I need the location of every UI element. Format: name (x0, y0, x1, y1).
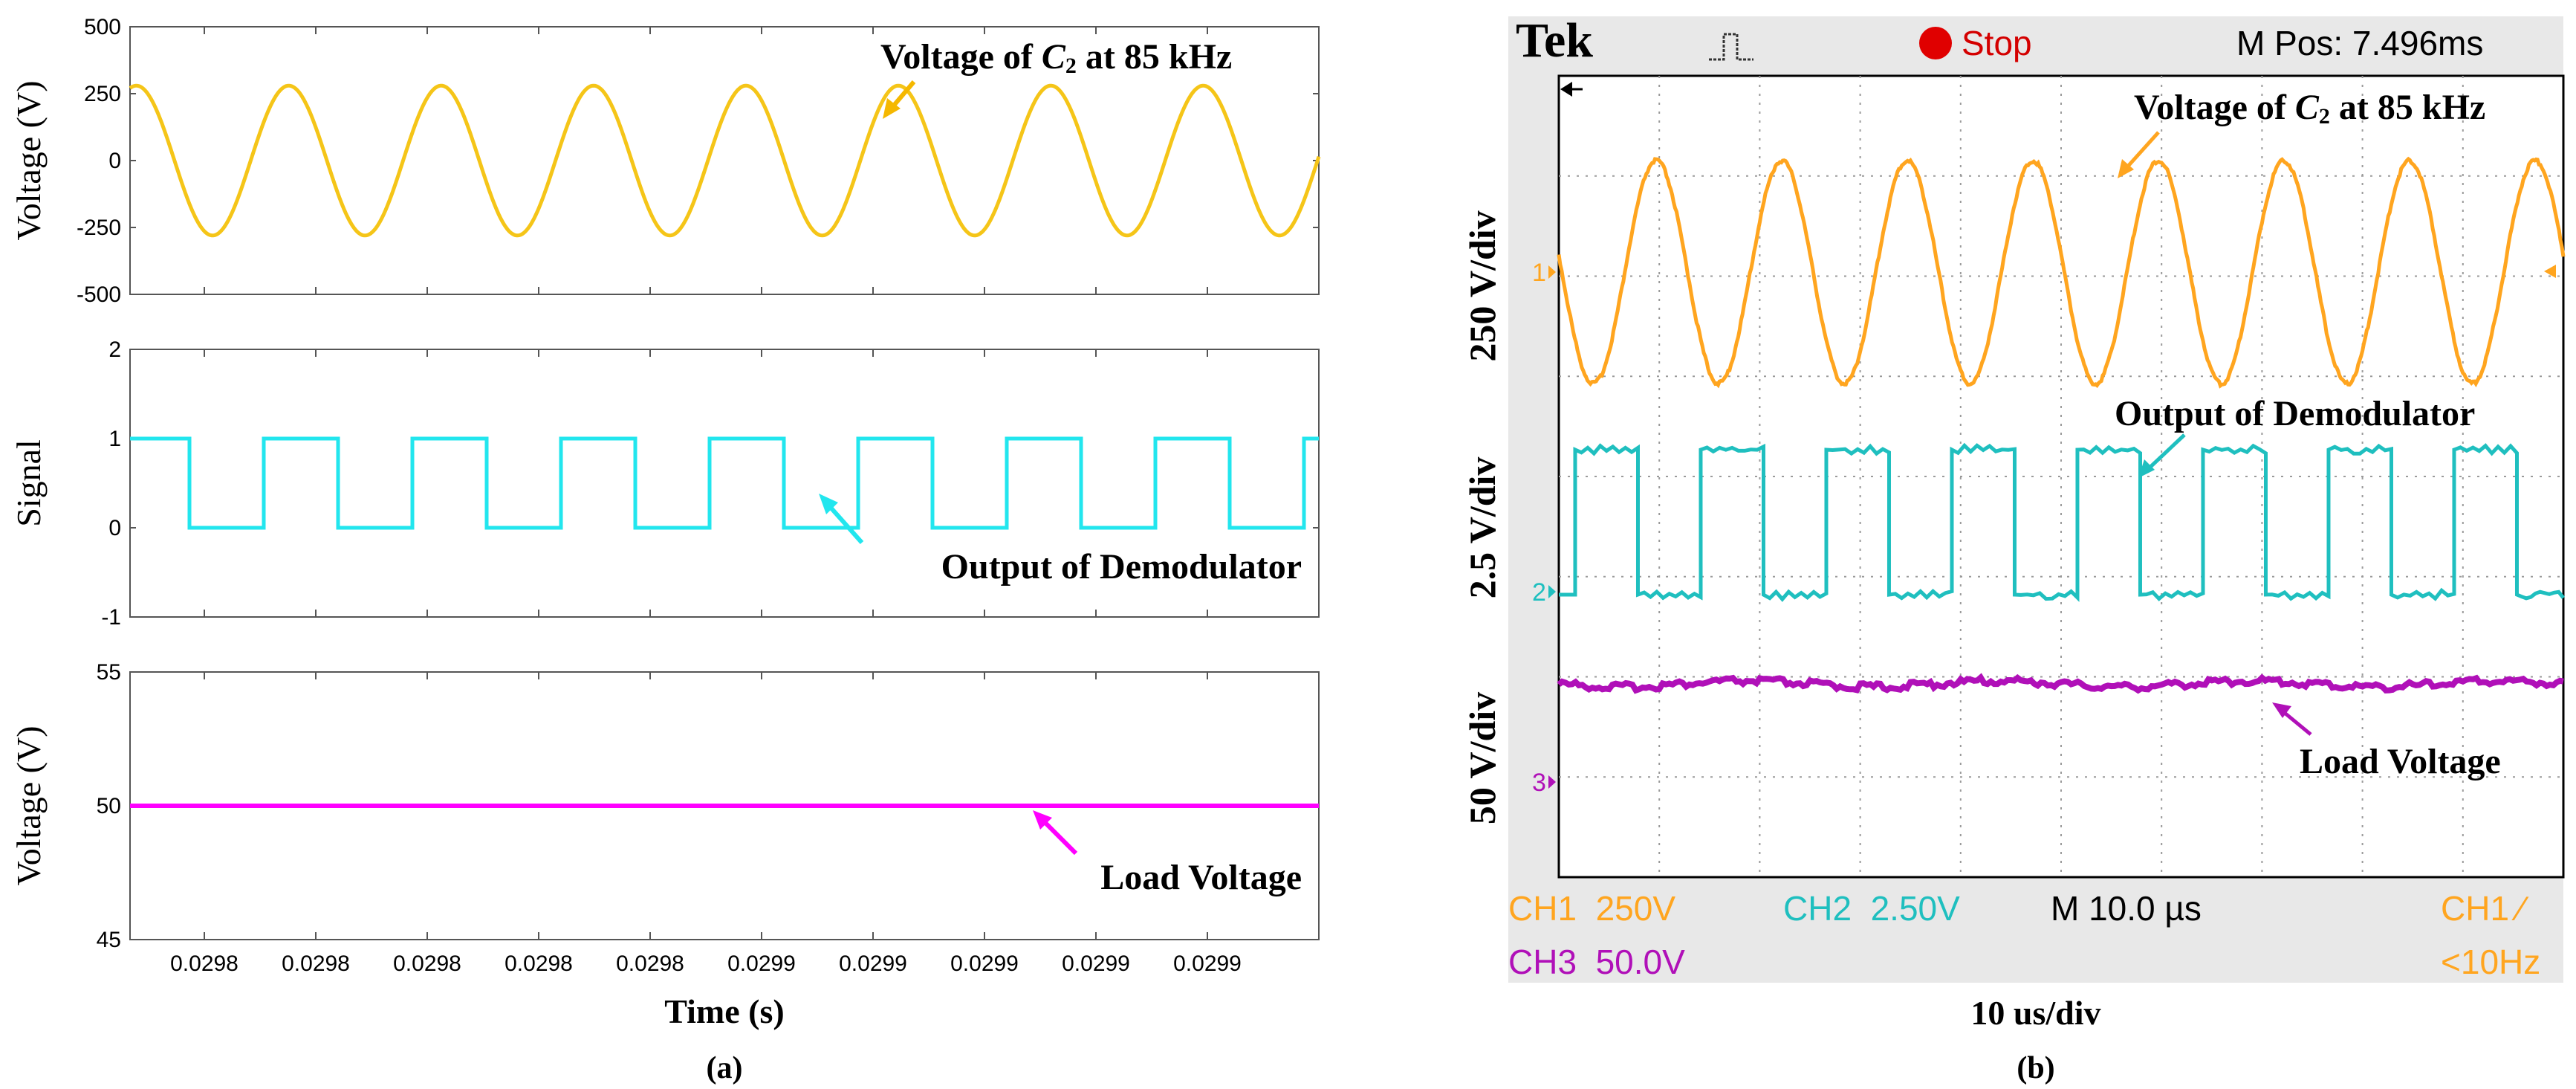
panel-b-caption: (b) (2017, 1051, 2054, 1085)
panel-a-caption: (a) (707, 1051, 743, 1085)
y-ticks: 2 1 0 -1 (101, 337, 1319, 630)
annotation-arrow (883, 80, 916, 119)
subplot-voltage-c2: 500 250 0 -250 -500 Voltage (V) Voltage of C… (10, 15, 1321, 307)
frequency-readout: <10Hz (2441, 943, 2540, 981)
scope-brand: Tek (1516, 13, 1593, 68)
panel-b-oscilloscope: Tek Stop M Pos: 7.496ms 250 V/div 2.5 V/… (1461, 13, 2566, 1085)
x-ticks (204, 27, 1208, 294)
x-tick-label: 0.0299 (727, 951, 796, 976)
annotation-arrow (819, 494, 864, 544)
y-tick-label: 0 (108, 516, 121, 540)
scope-trace-ch1 (1557, 156, 2566, 389)
ch3-readout: CH3 50.0V (1508, 943, 1685, 981)
x-axis-label: 10 us/div (1970, 994, 2100, 1032)
x-tick-label: 0.0299 (839, 951, 907, 976)
y-tick-label: 50 (97, 794, 121, 818)
subplot-signal: 2 1 0 -1 Signal Output of Demodulator (10, 337, 1320, 630)
y-tick-label: 500 (84, 15, 121, 39)
trigger-level-marker (2544, 265, 2556, 278)
graticule-frame (1557, 74, 2565, 879)
y-tick-label: 2 (108, 337, 121, 362)
x-tick-label: 0.0298 (616, 951, 684, 976)
y-tick-label: 55 (97, 660, 121, 685)
scope-trace-ch3 (1557, 673, 2564, 694)
x-tick-label: 0.0298 (505, 951, 573, 976)
x-tick-label: 0.0299 (950, 951, 1019, 976)
y-axis-label: Voltage (V) (10, 726, 48, 885)
x-tick-label: 0.0299 (1173, 951, 1242, 976)
scope-trace-ch2 (1559, 442, 2565, 602)
annotation-arrow (2272, 702, 2312, 736)
annotation-demodulator: Output of Demodulator (2115, 394, 2475, 433)
y-axis-label: Signal (10, 439, 48, 527)
plot-frame (129, 349, 1320, 618)
annotation-demodulator: Output of Demodulator (941, 547, 1302, 586)
x-tick-label: 0.0299 (1062, 951, 1130, 976)
annotation-arrow (2138, 433, 2186, 478)
m-pos-readout: M Pos: 7.496ms (2236, 24, 2483, 62)
series-line-voltage (129, 83, 1321, 238)
y-tick-label: -250 (77, 216, 121, 240)
svg-text:3: 3 (1532, 769, 1546, 797)
svg-text:2: 2 (1532, 578, 1546, 607)
annotation-load-voltage: Load Voltage (1100, 858, 1302, 897)
scale-ch3: 50 V/div (1461, 692, 1503, 824)
x-tick-label: 0.0298 (170, 951, 239, 976)
annotation-voltage-c2: Voltage of C2 at 85 kHz (2134, 88, 2485, 129)
annotation-arrow (2118, 131, 2160, 178)
x-ticks: 0.0298 0.0298 0.0298 0.0298 0.0298 0.0299 0.02… (170, 672, 1242, 976)
annotation-arrow (1033, 810, 1078, 856)
y-tick-label: 0 (108, 149, 121, 173)
scale-ch2: 2.5 V/div (1461, 457, 1503, 599)
channel-marker-3: 3 (1532, 769, 1556, 797)
annotation-voltage-c2: Voltage of C2 at 85 kHz (880, 37, 1232, 78)
series-line-signal (130, 436, 1319, 530)
svg-text:1: 1 (1532, 259, 1546, 287)
annotation-load-voltage: Load Voltage (2300, 742, 2501, 781)
stop-indicator-icon (1919, 27, 1952, 59)
y-tick-label: 1 (108, 427, 121, 451)
ch1-readout: CH1 250V (1508, 889, 1675, 928)
y-tick-label: -500 (77, 282, 121, 307)
acquisition-pulse-icon (1709, 33, 1753, 61)
y-axis-label: Voltage (V) (10, 80, 48, 240)
channel-marker-2: 2 (1532, 578, 1556, 607)
scale-ch1: 250 V/div (1461, 210, 1503, 361)
y-tick-label: -1 (101, 605, 121, 630)
x-tick-label: 0.0298 (393, 951, 461, 976)
x-axis-label: Time (s) (664, 992, 784, 1030)
timebase-readout: M 10.0 µs (2051, 889, 2202, 928)
y-ticks: 500 250 0 -250 -500 (77, 15, 1319, 307)
trigger-position-arrow (1560, 82, 1572, 97)
ch2-readout: CH2 2.50V (1783, 889, 1960, 928)
y-ticks: 55 50 45 (97, 660, 1319, 952)
x-ticks (204, 349, 1208, 617)
x-tick-label: 0.0298 (282, 951, 350, 976)
graticule (1557, 74, 2565, 879)
channel-marker-1: 1 (1532, 259, 1556, 287)
y-tick-label: 250 (84, 82, 121, 106)
trigger-readout: CH1 ∕ (2441, 889, 2529, 928)
run-state: Stop (1962, 24, 2032, 62)
y-tick-label: 45 (97, 928, 121, 952)
